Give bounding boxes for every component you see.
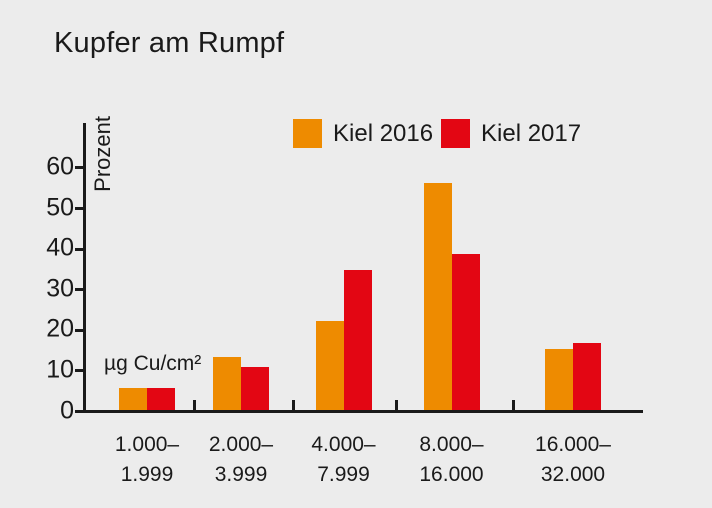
bar-kiel2016-group1: [119, 388, 147, 410]
y-tick-label-60: 60: [46, 152, 74, 181]
y-tick-40: [75, 247, 84, 251]
bar-kiel2017-group2: [241, 367, 269, 410]
chart-title: Kupfer am Rumpf: [54, 27, 285, 59]
category-label-2: 2.000– 3.999: [208, 433, 274, 486]
category-label-1: 1.000– 1.999: [114, 433, 180, 486]
y-tick-label-20: 20: [46, 314, 74, 343]
y-tick-0: [75, 410, 84, 413]
bar-kiel2017-group5: [573, 343, 601, 410]
y-tick-label-0: 0: [60, 395, 74, 424]
x-axis-line: [83, 410, 643, 413]
y-axis-line: [83, 123, 86, 413]
legend-swatch-kiel-2016: [293, 119, 322, 148]
unit-label: µg Cu/cm²: [104, 352, 202, 375]
y-tick-60: [75, 166, 84, 170]
bar-kiel2016-group5: [545, 349, 573, 410]
y-axis-label: Prozent: [90, 116, 115, 192]
legend-item-kiel-2016: Kiel 2016: [293, 119, 433, 148]
legend-swatch-kiel-2017: [441, 119, 470, 148]
bar-kiel2017-group3: [343, 270, 372, 410]
bar-kiel2016-group2: [213, 357, 241, 410]
bar-kiel2016-group3: [315, 321, 344, 410]
category-label-5: 16.000– 32.000: [535, 433, 611, 486]
y-tick-20: [75, 328, 84, 332]
x-tick-3: [394, 400, 398, 410]
y-tick-label-40: 40: [46, 233, 74, 262]
y-tick-label-30: 30: [46, 274, 74, 303]
y-tick-30: [75, 288, 84, 292]
y-tick-50: [75, 207, 84, 210]
legend-item-kiel-2017: Kiel 2017: [441, 119, 581, 148]
bar-kiel2016-group4: [423, 183, 452, 410]
category-label-3: 4.000– 7.999: [311, 433, 376, 486]
category-label-4: 8.000– 16.000: [419, 433, 484, 486]
x-tick-2: [291, 400, 295, 410]
y-tick-10: [75, 369, 84, 373]
legend-label-kiel-2016: Kiel 2016: [333, 119, 434, 147]
y-tick-label-50: 50: [46, 192, 74, 221]
x-tick-1: [192, 400, 196, 410]
bar-kiel2017-group1: [147, 388, 175, 410]
y-tick-label-10: 10: [46, 355, 74, 384]
bar-kiel2017-group4: [451, 254, 480, 410]
x-tick-4: [512, 400, 515, 410]
legend-label-kiel-2017: Kiel 2017: [481, 119, 582, 147]
